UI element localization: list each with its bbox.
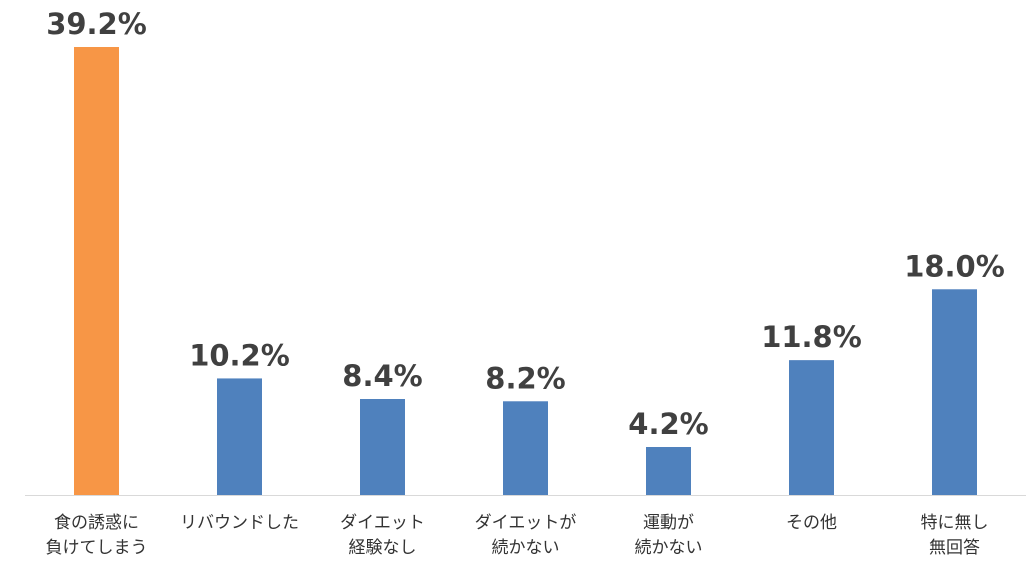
value-label-2: 10.2% — [189, 338, 290, 372]
category-label-line: 負けてしまう — [46, 538, 148, 558]
category-label-line: 運動が — [643, 513, 694, 533]
category-label-line: 無回答 — [929, 538, 980, 558]
bars-group — [74, 47, 977, 495]
bar-3 — [360, 399, 405, 495]
category-label-line: ダイエットが — [475, 513, 577, 533]
bar-5 — [646, 447, 691, 495]
category-label-line: 食の誘惑に — [54, 513, 139, 533]
value-label-6: 11.8% — [761, 320, 862, 354]
category-label-1: 食の誘惑に負けてしまう — [46, 513, 148, 558]
category-label-2: リバウンドした — [180, 513, 299, 533]
value-label-1: 39.2% — [46, 7, 147, 41]
bar-1 — [74, 47, 119, 495]
category-label-line: リバウンドした — [180, 513, 299, 533]
value-label-5: 4.2% — [628, 407, 708, 441]
category-label-3: ダイエット経験なし — [340, 513, 425, 558]
value-label-7: 18.0% — [904, 249, 1005, 283]
bar-7 — [932, 289, 977, 495]
bar-6 — [789, 360, 834, 495]
category-label-4: ダイエットが続かない — [475, 513, 577, 558]
category-label-6: その他 — [786, 513, 837, 533]
category-label-line: その他 — [786, 513, 837, 533]
value-labels-group: 39.2% 10.2% 8.4% 8.2% 4.2% 11.8% 18.0% — [46, 7, 1005, 441]
bar-4 — [503, 401, 548, 495]
category-label-line: 続かない — [492, 538, 560, 558]
category-label-line: ダイエット — [340, 513, 425, 533]
category-label-7: 特に無し無回答 — [921, 513, 989, 558]
category-label-line: 経験なし — [349, 538, 417, 558]
value-label-4: 8.2% — [485, 361, 565, 395]
category-label-line: 続かない — [635, 538, 703, 558]
category-label-line: 特に無し — [921, 513, 989, 533]
category-label-5: 運動が続かない — [635, 513, 703, 558]
bar-2 — [217, 378, 262, 495]
value-label-3: 8.4% — [342, 359, 422, 393]
